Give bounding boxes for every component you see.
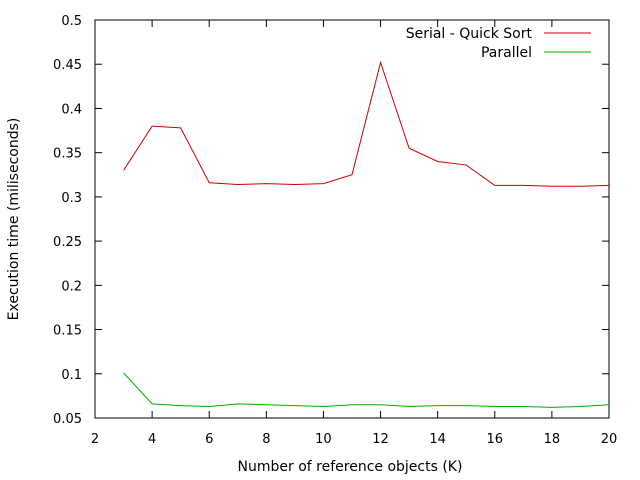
legend: Serial - Quick Sort Parallel — [406, 26, 591, 61]
x-tick-label: 16 — [487, 432, 504, 447]
x-tick-label: 20 — [601, 432, 618, 447]
plot-frame — [94, 19, 610, 419]
series-lines — [123, 60, 610, 408]
tick-labels: 2 4 6 8 10 12 14 16 18 20 0.05 0.1 0.15 0.2 0.25 0.3 0.3… — [53, 14, 617, 447]
x-tick-label: 6 — [205, 432, 213, 447]
series-line-1 — [123, 372, 610, 408]
x-tick-label: 8 — [262, 432, 270, 447]
y-tick-label: 0.35 — [53, 147, 82, 162]
legend-label: Serial - Quick Sort — [406, 26, 533, 42]
y-tick-label: 0.1 — [61, 368, 82, 383]
series-line-0 — [123, 60, 610, 187]
y-tick-label: 0.05 — [53, 412, 82, 427]
y-tick-label: 0.45 — [53, 58, 82, 73]
y-tick-label: 0.2 — [61, 279, 82, 294]
axis-ticks — [94, 19, 610, 419]
y-tick-label: 0.5 — [61, 14, 82, 29]
x-tick-label: 4 — [148, 432, 156, 447]
legend-label: Parallel — [481, 45, 532, 61]
y-tick-label: 0.4 — [61, 102, 82, 117]
y-tick-label: 0.25 — [53, 235, 82, 250]
x-tick-label: 18 — [544, 432, 561, 447]
x-tick-label: 2 — [91, 432, 99, 447]
x-tick-label: 12 — [372, 432, 389, 447]
x-tick-label: 10 — [315, 432, 332, 447]
x-tick-label: 14 — [429, 432, 446, 447]
y-tick-label: 0.15 — [53, 324, 82, 339]
x-axis-title: Number of reference objects (K) — [238, 459, 463, 475]
y-tick-label: 0.3 — [61, 191, 82, 206]
y-axis-title: Execution time (miliseconds) — [6, 118, 22, 321]
